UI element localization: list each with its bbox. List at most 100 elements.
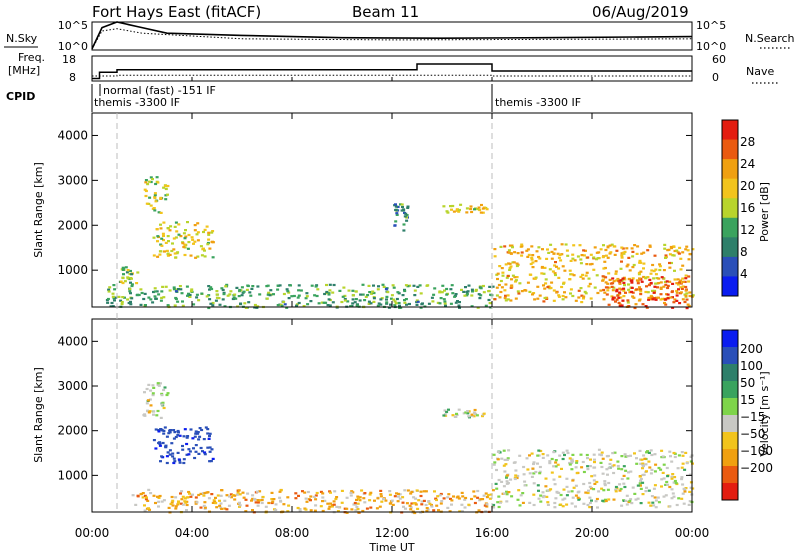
heatmap-cell xyxy=(464,411,468,414)
heatmap-cell xyxy=(652,277,656,280)
heatmap-cell xyxy=(577,289,581,292)
heatmap-cell xyxy=(573,259,577,262)
heatmap-cell xyxy=(185,436,189,439)
heatmap-cell xyxy=(658,265,662,268)
heatmap-cell xyxy=(240,286,244,289)
heatmap-cell xyxy=(406,205,410,208)
heatmap-cell xyxy=(539,449,543,453)
heatmap-cell xyxy=(612,471,616,475)
heatmap-cell xyxy=(237,295,241,298)
heatmap-cell xyxy=(681,462,685,465)
heatmap-cell xyxy=(500,457,504,460)
heatmap-cell xyxy=(167,506,171,509)
heatmap-cell xyxy=(670,477,674,480)
heatmap-cell xyxy=(649,449,653,452)
heatmap-cell xyxy=(648,245,652,248)
heatmap-cell xyxy=(435,504,439,507)
freq-label-line2: [MHz] xyxy=(8,64,40,77)
y-tick-label: 2000 xyxy=(57,424,88,438)
heatmap-cell xyxy=(160,237,164,240)
heatmap-cell xyxy=(409,506,413,509)
heatmap-cell xyxy=(681,298,685,301)
heatmap-cell xyxy=(130,273,134,276)
heatmap-cell xyxy=(485,503,489,506)
heatmap-cell xyxy=(626,299,630,302)
heatmap-cell xyxy=(506,274,510,278)
heatmap-cell xyxy=(136,293,140,296)
heatmap-cell xyxy=(674,482,678,485)
heatmap-cell xyxy=(439,297,443,300)
heatmap-cell xyxy=(501,271,505,274)
heatmap-cell xyxy=(580,466,584,469)
heatmap-cell xyxy=(554,465,558,468)
heatmap-cell xyxy=(448,510,452,513)
heatmap-cell xyxy=(570,273,574,276)
colorbar-tick-label: −100 xyxy=(740,444,773,458)
heatmap-cell xyxy=(333,490,337,493)
heatmap-cell xyxy=(631,486,635,489)
heatmap-cell xyxy=(364,295,368,298)
heatmap-cell xyxy=(618,287,622,290)
heatmap-cell xyxy=(112,297,116,300)
heatmap-cell xyxy=(673,298,677,301)
heatmap-cell xyxy=(541,491,545,494)
heatmap-cell xyxy=(457,497,461,500)
heatmap-cell xyxy=(126,269,130,272)
heatmap-cell xyxy=(157,211,161,214)
heatmap-cell xyxy=(359,293,363,296)
heatmap-cell xyxy=(536,462,539,465)
heatmap-cell xyxy=(163,426,167,429)
heatmap-cell xyxy=(184,235,188,238)
heatmap-cell xyxy=(613,245,617,248)
heatmap-cell xyxy=(636,282,640,285)
heatmap-cell xyxy=(207,285,211,288)
heatmap-cell xyxy=(377,302,381,305)
heatmap-cell xyxy=(532,472,536,475)
heatmap-cell xyxy=(581,460,585,464)
heatmap-cell xyxy=(471,290,474,293)
heatmap-cell xyxy=(504,299,508,302)
heatmap-cell xyxy=(539,500,543,503)
heatmap-cell xyxy=(268,294,272,297)
heatmap-cell xyxy=(172,288,176,291)
heatmap-cell xyxy=(269,289,273,292)
heatmap-cell xyxy=(182,461,186,465)
heatmap-cell xyxy=(174,297,178,301)
heatmap-cell xyxy=(455,209,459,212)
heatmap-cell xyxy=(514,279,518,282)
heatmap-cell xyxy=(664,254,668,257)
heatmap-cell xyxy=(203,249,206,252)
heatmap-cell xyxy=(584,292,588,295)
heatmap-cell xyxy=(143,413,147,416)
heatmap-cell xyxy=(216,494,220,497)
freq-series xyxy=(92,63,692,80)
heatmap-cell xyxy=(653,453,657,456)
heatmap-cell xyxy=(228,293,232,296)
heatmap-cell xyxy=(207,306,211,310)
heatmap-cell xyxy=(389,303,392,306)
heatmap-cell xyxy=(582,295,586,298)
heatmap-cell xyxy=(504,294,507,297)
heatmap-cell xyxy=(166,227,170,230)
heatmap-cell xyxy=(186,247,190,250)
heatmap-cell xyxy=(669,296,673,299)
heatmap-cell xyxy=(607,303,611,306)
heatmap-cell xyxy=(174,221,178,224)
heatmap-cell xyxy=(469,205,473,208)
heatmap-cell xyxy=(515,476,519,480)
heatmap-cell xyxy=(628,291,632,294)
heatmap-cell xyxy=(233,293,237,296)
heatmap-cell xyxy=(458,306,461,309)
heatmap-cell xyxy=(592,256,596,259)
heatmap-cell xyxy=(194,450,198,453)
heatmap-cell xyxy=(170,442,174,445)
heatmap-cell xyxy=(450,503,453,506)
heatmap-cell xyxy=(438,291,442,294)
heatmap-cell xyxy=(208,446,212,449)
heatmap-cell xyxy=(659,293,663,296)
heatmap-cell xyxy=(663,247,667,250)
power-colorbar-label: Power [dB] xyxy=(758,182,771,242)
heatmap-cell xyxy=(681,264,685,267)
heatmap-cell xyxy=(563,453,566,457)
